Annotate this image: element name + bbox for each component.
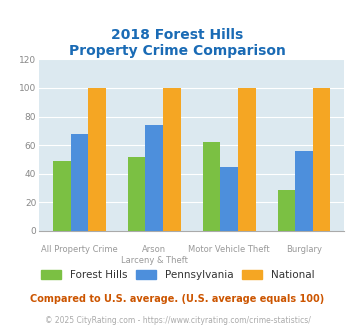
Bar — [146, 125, 163, 231]
Text: Property Crime Comparison: Property Crime Comparison — [69, 44, 286, 58]
Text: Compared to U.S. average. (U.S. average equals 100): Compared to U.S. average. (U.S. average … — [31, 294, 324, 304]
Text: Larceny & Theft: Larceny & Theft — [121, 256, 188, 265]
Text: © 2025 CityRating.com - https://www.cityrating.com/crime-statistics/: © 2025 CityRating.com - https://www.city… — [45, 316, 310, 325]
Text: Arson: Arson — [142, 245, 166, 254]
Text: Motor Vehicle Theft: Motor Vehicle Theft — [189, 245, 270, 254]
Bar — [313, 88, 331, 231]
Bar — [203, 142, 220, 231]
Bar — [295, 151, 313, 231]
Bar — [53, 161, 71, 231]
Bar — [128, 157, 146, 231]
Bar — [238, 88, 256, 231]
Bar — [88, 88, 106, 231]
Bar — [220, 167, 238, 231]
Text: 2018 Forest Hills: 2018 Forest Hills — [111, 28, 244, 42]
Text: All Property Crime: All Property Crime — [41, 245, 118, 254]
Text: Burglary: Burglary — [286, 245, 322, 254]
Legend: Forest Hills, Pennsylvania, National: Forest Hills, Pennsylvania, National — [36, 266, 319, 284]
Bar — [71, 134, 88, 231]
Bar — [278, 189, 295, 231]
Bar — [163, 88, 181, 231]
